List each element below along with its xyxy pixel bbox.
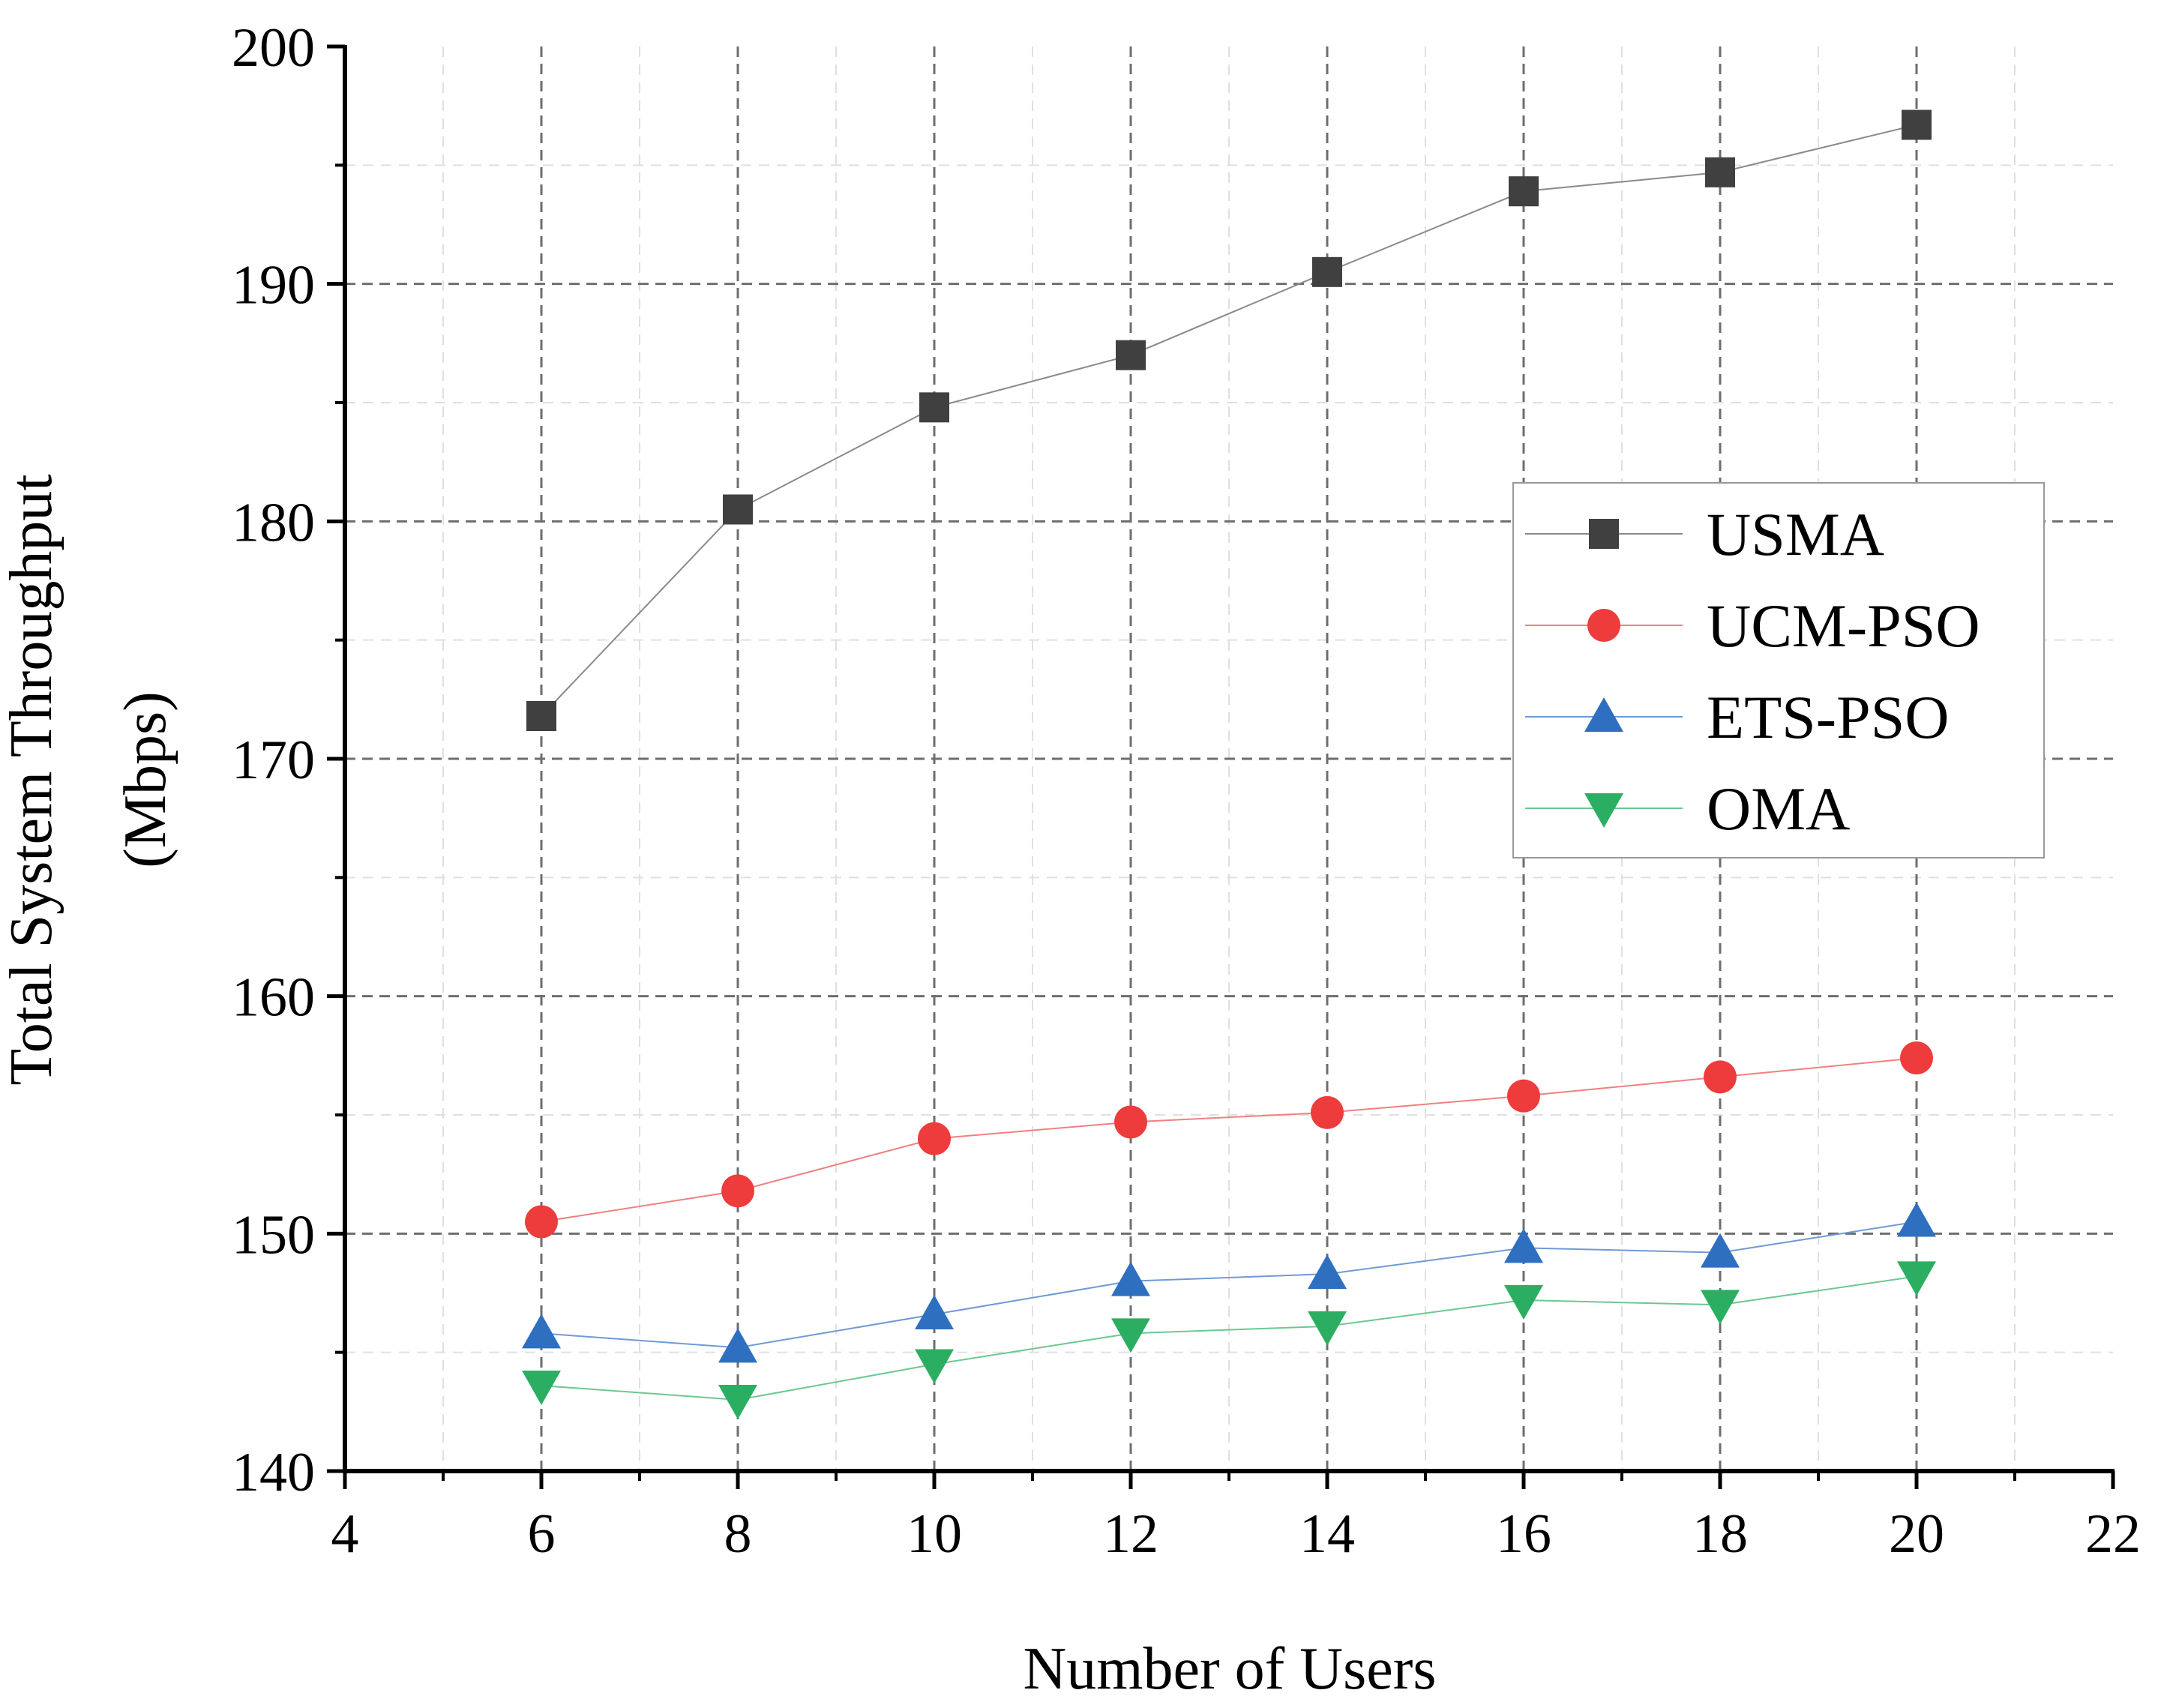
x-tick-label: 8 — [724, 1503, 752, 1565]
data-point-ucm-pso — [1114, 1105, 1147, 1139]
data-point-usma — [1312, 256, 1342, 287]
y-tick-label: 190 — [232, 255, 315, 316]
data-point-oma — [1897, 1261, 1936, 1296]
series-line-usma — [541, 124, 1917, 717]
series-usma — [526, 109, 1932, 731]
legend-label-usma: USMA — [1707, 500, 1884, 568]
data-point-ucm-pso — [525, 1205, 558, 1239]
data-point-ets-pso — [718, 1328, 757, 1363]
data-point-ucm-pso — [1311, 1095, 1344, 1129]
series-layer — [522, 109, 1936, 1419]
data-point-usma — [1116, 340, 1146, 370]
data-point-usma — [723, 494, 753, 525]
legend: USMA UCM-PSO ETS-PSO OMA — [1512, 482, 2045, 858]
x-tick-label: 10 — [907, 1503, 962, 1565]
data-point-ets-pso — [1897, 1202, 1936, 1237]
data-point-ucm-pso — [1900, 1041, 1933, 1074]
data-point-ets-pso — [1111, 1261, 1150, 1296]
data-point-oma — [1701, 1290, 1740, 1325]
data-point-ets-pso — [522, 1314, 561, 1349]
y-tick-label: 180 — [232, 492, 315, 553]
legend-marker-oma — [1584, 793, 1623, 828]
y-tick-label: 160 — [232, 967, 315, 1029]
legend-label-ucm-pso: UCM-PSO — [1707, 592, 1980, 660]
data-point-oma — [522, 1371, 561, 1405]
x-tick-label: 20 — [1889, 1503, 1944, 1565]
y-tick-label: 170 — [232, 730, 315, 791]
series-line-oma — [541, 1275, 1917, 1401]
legend-label-oma: OMA — [1707, 775, 1850, 843]
data-point-usma — [1902, 109, 1932, 140]
data-point-oma — [718, 1385, 757, 1419]
x-tick-label: 18 — [1692, 1503, 1748, 1565]
data-point-usma — [1705, 157, 1735, 187]
data-point-oma — [1504, 1285, 1543, 1320]
y-tick-label: 150 — [232, 1204, 315, 1266]
x-tick-label: 14 — [1299, 1503, 1355, 1565]
x-tick-label: 12 — [1103, 1503, 1158, 1565]
x-tick-label: 4 — [331, 1503, 359, 1565]
x-tick-label: 22 — [2085, 1503, 2141, 1565]
data-point-oma — [1308, 1311, 1347, 1346]
legend-marker-ucm-pso — [1587, 609, 1620, 642]
data-point-ets-pso — [915, 1295, 954, 1329]
series-line-ucm-pso — [541, 1057, 1917, 1223]
data-point-usma — [526, 701, 556, 731]
data-point-ucm-pso — [721, 1174, 754, 1208]
x-axis-title: Number of Users — [1024, 1636, 1437, 1702]
legend-marker-usma — [1589, 519, 1619, 549]
series-oma — [522, 1261, 1936, 1419]
y-axis-title-line-1: Total System Throughput — [0, 474, 64, 1085]
x-tick-label: 16 — [1496, 1503, 1551, 1565]
y-tick-label: 200 — [232, 17, 315, 79]
data-point-oma — [1111, 1318, 1150, 1353]
data-point-usma — [1509, 176, 1539, 207]
data-point-ets-pso — [1504, 1228, 1543, 1263]
data-point-usma — [919, 392, 949, 423]
y-tick-label: 140 — [232, 1442, 315, 1503]
data-point-ucm-pso — [918, 1122, 951, 1155]
data-point-oma — [915, 1349, 954, 1384]
y-axis-title-line-2: (Mbps) — [112, 691, 178, 868]
data-point-ets-pso — [1701, 1233, 1740, 1268]
x-tick-label: 6 — [528, 1503, 556, 1565]
data-point-ucm-pso — [1507, 1079, 1540, 1113]
data-point-ets-pso — [1308, 1254, 1347, 1290]
series-ucm-pso — [525, 1041, 1933, 1239]
legend-label-ets-pso: ETS-PSO — [1707, 683, 1950, 751]
data-point-ucm-pso — [1704, 1060, 1737, 1094]
series-line-ets-pso — [541, 1221, 1917, 1349]
ticks: 4 6 8 10 12 14 16 18 20 22 140 150 160 170 180 190 200 — [232, 17, 2141, 1565]
legend-marker-ets-pso — [1584, 697, 1623, 732]
series-ets-pso — [522, 1202, 1936, 1363]
